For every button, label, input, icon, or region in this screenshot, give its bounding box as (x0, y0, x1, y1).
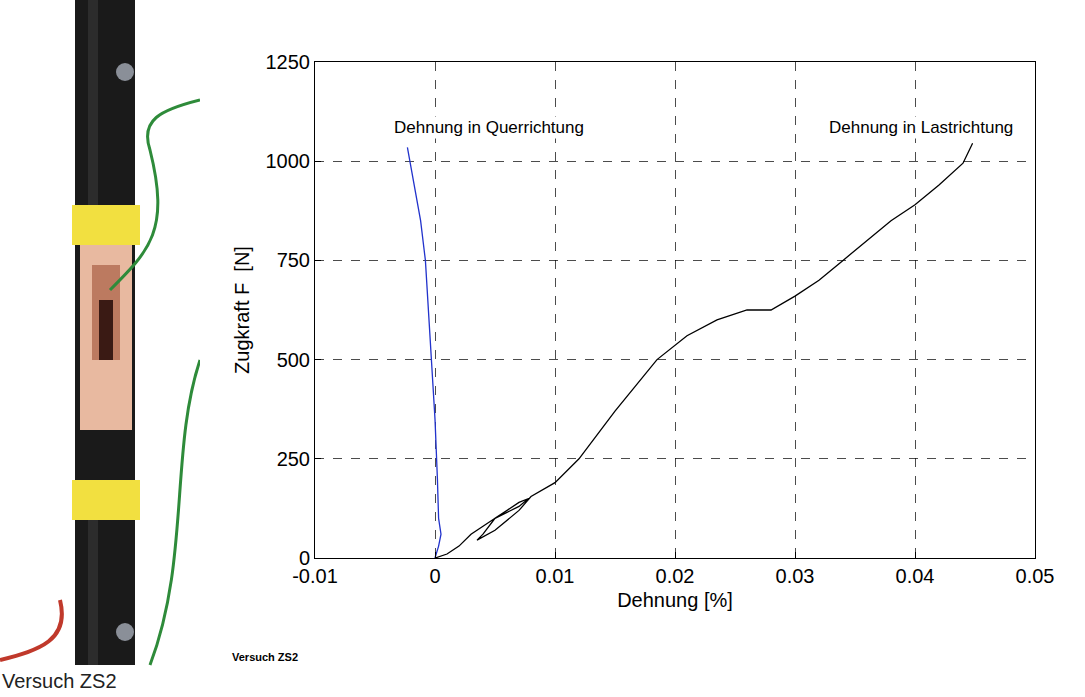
svg-text:500: 500 (277, 349, 310, 371)
svg-text:250: 250 (277, 448, 310, 470)
svg-text:Versuch ZS2: Versuch ZS2 (232, 651, 298, 663)
svg-text:Dehnung in Lastrichtung: Dehnung in Lastrichtung (829, 118, 1013, 137)
svg-text:0.02: 0.02 (656, 565, 695, 587)
svg-text:750: 750 (277, 249, 310, 271)
svg-text:Dehnung in Querrichtung: Dehnung in Querrichtung (394, 118, 584, 137)
svg-text:0.03: 0.03 (776, 565, 815, 587)
svg-text:0: 0 (299, 547, 310, 569)
svg-text:0.01: 0.01 (536, 565, 575, 587)
svg-text:0.04: 0.04 (896, 565, 935, 587)
svg-text:1000: 1000 (266, 150, 311, 172)
svg-text:Dehnung [%]: Dehnung [%] (617, 589, 733, 611)
svg-text:-0.01: -0.01 (292, 565, 338, 587)
svg-text:0.05: 0.05 (1016, 565, 1055, 587)
svg-text:Versuch ZS2: Versuch ZS2 (2, 670, 117, 692)
svg-text:1250: 1250 (266, 51, 311, 73)
svg-text:Zugkraft F [N]: Zugkraft F [N] (231, 246, 253, 374)
svg-text:0: 0 (429, 565, 440, 587)
